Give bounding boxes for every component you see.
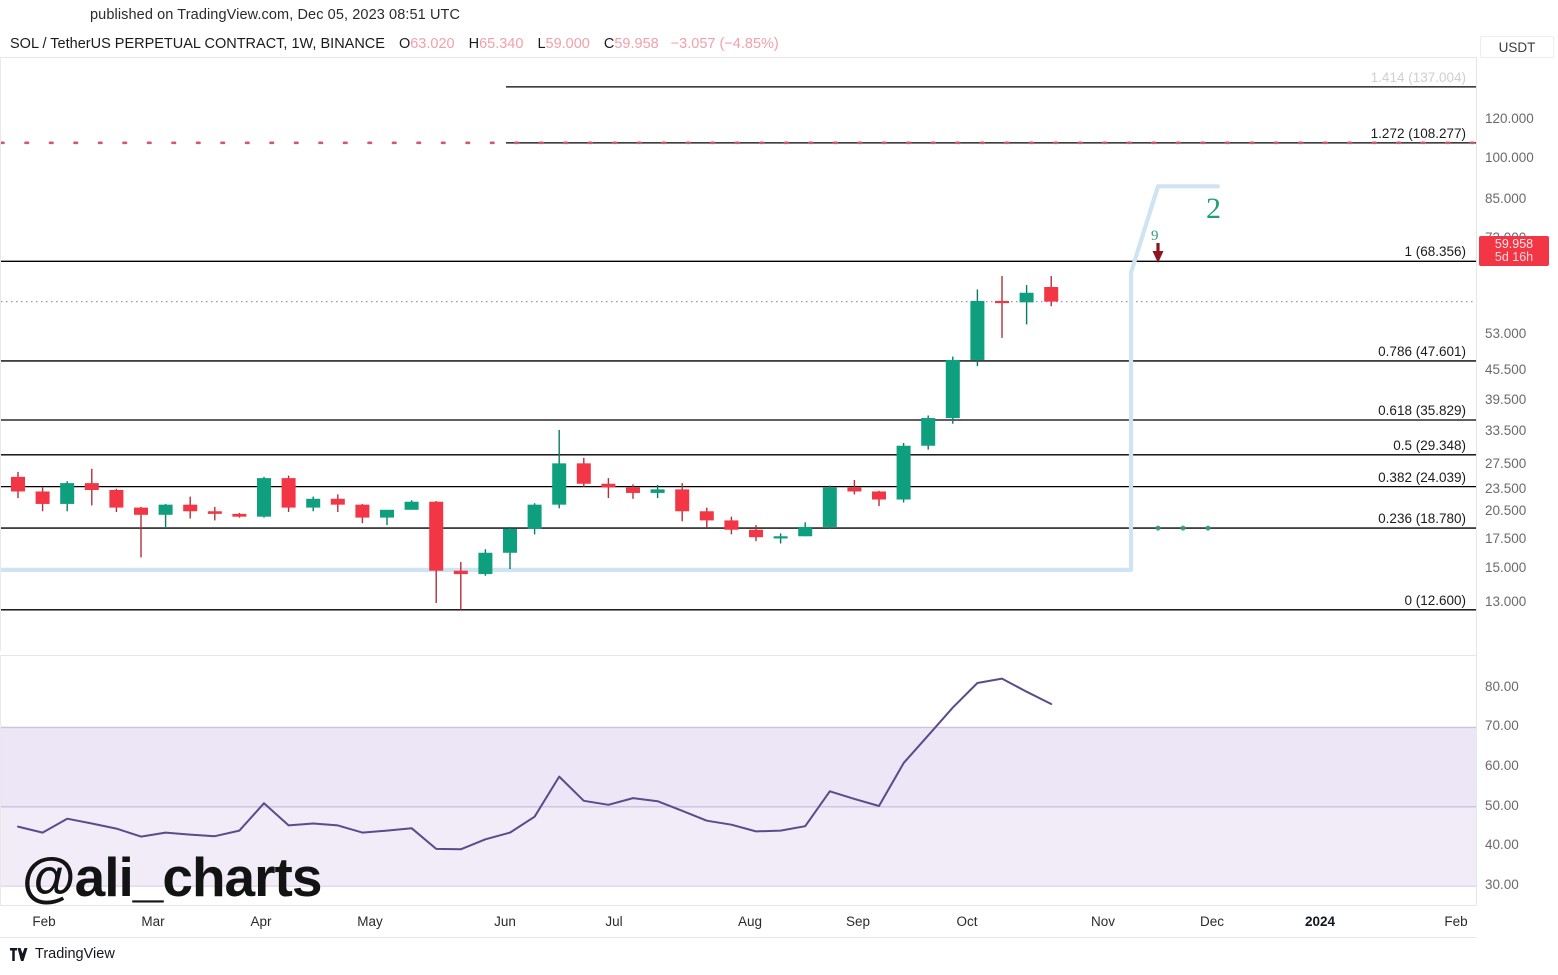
high-label: H xyxy=(468,36,480,52)
rsi-tick-3: 50.00 xyxy=(1485,797,1519,813)
fib-level-label-6: 0.382 (24.039) xyxy=(1378,469,1466,485)
ohlc-close: C59.958 xyxy=(604,36,659,52)
last-price-value: 59.958 xyxy=(1494,237,1534,251)
low-label: L xyxy=(537,36,546,52)
axis-currency-unit: USDT xyxy=(1480,36,1554,58)
fib-level-label-2: 1 (68.356) xyxy=(1404,244,1466,260)
open-label: O xyxy=(398,36,411,52)
ohlc-high: H65.340 xyxy=(469,36,524,52)
price-tick-10: 20.500 xyxy=(1485,503,1527,518)
rsi-tick-5: 30.00 xyxy=(1485,877,1519,893)
td-sequential-2-label: 2 xyxy=(1206,191,1221,225)
rsi-tick-1: 70.00 xyxy=(1485,718,1519,734)
time-axis-label-feb: Feb xyxy=(1444,914,1468,929)
fib-level-label-1: 1.272 (108.277) xyxy=(1370,125,1466,141)
last-price-badge: 59.958 5d 16h xyxy=(1479,236,1549,267)
price-tick-8: 27.500 xyxy=(1485,456,1527,471)
price-tick-12: 15.000 xyxy=(1485,560,1527,575)
symbol-title: SOL / TetherUS PERPETUAL CONTRACT, 1W, B… xyxy=(10,36,385,52)
price-tick-2: 85.000 xyxy=(1485,191,1527,206)
open-value: 63.020 xyxy=(410,36,455,52)
fib-level-label-3: 0.786 (47.601) xyxy=(1378,343,1466,359)
time-axis-label-aug: Aug xyxy=(737,914,763,929)
rsi-pane[interactable] xyxy=(0,655,1476,905)
price-axis[interactable]: 120.000100.00085.00073.00053.00045.50039… xyxy=(1476,57,1558,905)
time-axis-label-sep: Sep xyxy=(845,914,871,929)
fib-level-label-4: 0.618 (35.829) xyxy=(1378,402,1466,418)
time-axis-label-mar: Mar xyxy=(141,914,165,929)
price-tick-6: 39.500 xyxy=(1485,392,1527,407)
published-caption: published on TradingView.com, Dec 05, 20… xyxy=(90,7,461,23)
high-value: 65.340 xyxy=(479,36,524,52)
fib-level-label-5: 0.5 (29.348) xyxy=(1393,437,1466,453)
ohlc-open: O63.020 xyxy=(399,36,455,52)
price-pane[interactable]: 1.414 (137.004) 1.272 (108.277) 1 (68.356)… xyxy=(0,57,1476,651)
price-plot xyxy=(1,86,1476,611)
close-label: C xyxy=(603,36,615,52)
price-tick-11: 17.500 xyxy=(1485,531,1527,546)
tradingview-brand: TradingView xyxy=(10,946,115,962)
price-tick-4: 53.000 xyxy=(1485,326,1527,341)
rsi-plot xyxy=(1,677,1476,887)
price-tick-1: 100.000 xyxy=(1485,150,1534,165)
time-axis-label-nov: Nov xyxy=(1090,914,1116,929)
time-axis-label-jul: Jul xyxy=(605,914,623,929)
fib-level-label-0: 1.414 (137.004) xyxy=(1370,69,1466,85)
price-tick-7: 33.500 xyxy=(1485,423,1527,438)
time-axis[interactable]: Feb Mar Apr May Jun Jul Aug Sep Oct Nov Dec 2024 Feb xyxy=(0,905,1476,938)
bar-countdown: 5d 16h xyxy=(1494,250,1534,265)
close-value: 59.958 xyxy=(614,36,659,52)
rsi-tick-2: 60.00 xyxy=(1485,758,1519,774)
td-sequential-9-label: 9 xyxy=(1151,227,1159,244)
price-tick-9: 23.500 xyxy=(1485,481,1527,496)
rsi-tick-4: 40.00 xyxy=(1485,837,1519,853)
price-tick-5: 45.500 xyxy=(1485,362,1527,377)
time-axis-label-2024: 2024 xyxy=(1304,914,1336,929)
time-axis-label-feb: Feb xyxy=(32,914,56,929)
price-tick-0: 120.000 xyxy=(1485,111,1534,126)
time-axis-label-dec: Dec xyxy=(1199,914,1225,929)
ohlc-low: L59.000 xyxy=(537,36,589,52)
change-value: −3.057 (−4.85%) xyxy=(670,36,779,52)
tradingview-logo-icon xyxy=(10,947,28,961)
time-axis-label-may: May xyxy=(357,914,383,929)
tradingview-brand-label: TradingView xyxy=(35,946,115,962)
time-axis-label-jun: Jun xyxy=(494,914,516,929)
time-axis-label-oct: Oct xyxy=(956,914,978,929)
price-tick-13: 13.000 xyxy=(1485,594,1527,609)
time-axis-label-apr: Apr xyxy=(250,914,272,929)
fib-level-label-7: 0.236 (18.780) xyxy=(1378,511,1466,527)
rsi-tick-0: 80.00 xyxy=(1485,678,1519,694)
low-value: 59.000 xyxy=(545,36,590,52)
fib-level-label-8: 0 (12.600) xyxy=(1404,592,1466,608)
symbol-legend: SOL / TetherUS PERPETUAL CONTRACT, 1W, B… xyxy=(10,36,779,52)
